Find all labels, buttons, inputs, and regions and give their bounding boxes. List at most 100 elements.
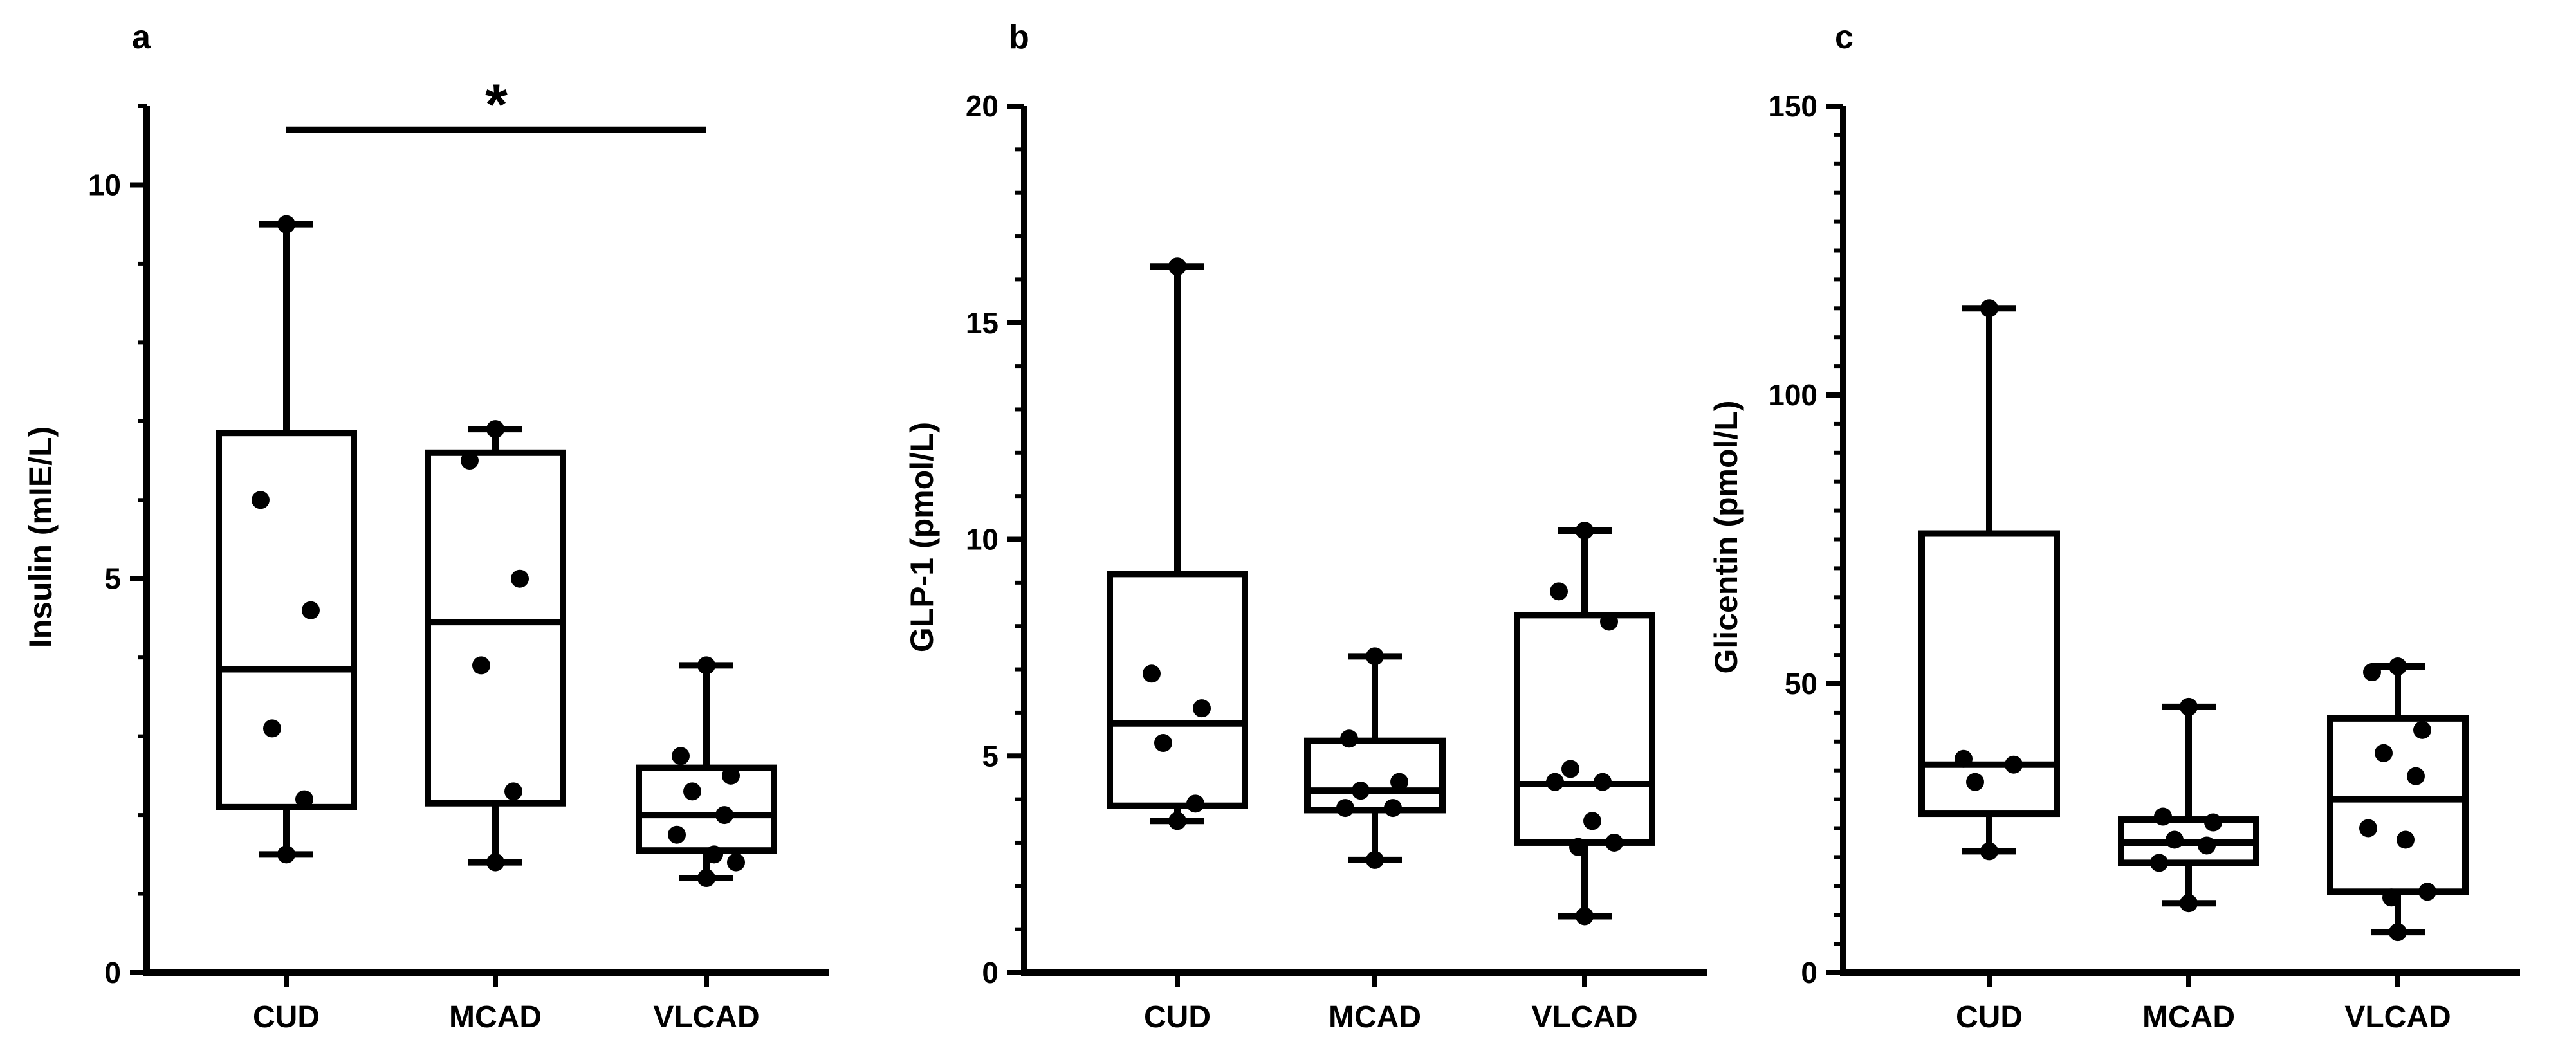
panel-a-vlcad-data-point	[668, 825, 686, 844]
panel-a-y-axis-title: Insulin (mIE/L)	[23, 426, 59, 648]
panel-c-vlcad-data-point	[2363, 663, 2381, 682]
panel-c-vlcad-data-point	[2418, 883, 2436, 901]
panel-c-cud-data-point	[1955, 749, 1973, 768]
panel-a-significance-star: *	[485, 73, 508, 138]
panel-b-y-axis-title: GLP-1 (pmol/L)	[904, 422, 940, 652]
panel-c-y-axis-title: Glicentin (pmol/L)	[1708, 401, 1744, 674]
panel-a-category-label: CUD	[253, 1000, 320, 1034]
panel-c-vlcad-data-point	[2375, 744, 2393, 762]
panel-c-mcad-data-point	[2166, 830, 2184, 849]
panel-c-cud-box	[1918, 530, 2060, 818]
panel-c-vlcad-data-point	[2413, 720, 2431, 739]
panel-c-y-tick-label: 50	[1785, 667, 1817, 700]
panel-a-cud-data-point	[263, 719, 281, 738]
panel-c-vlcad-data-point	[2382, 888, 2400, 907]
panel-b-letter: b	[1009, 19, 1029, 56]
panel-a-y-tick-label: 10	[88, 168, 121, 201]
panel-c-mcad-data-point	[2204, 813, 2222, 832]
panel-a-vlcad-data-point	[715, 806, 733, 825]
panel-a-category-label: MCAD	[449, 1000, 542, 1034]
panel-a-cud-data-point	[252, 491, 270, 509]
panel-c-vlcad-data-point	[2389, 923, 2407, 942]
panel-c-mcad-data-point	[2180, 894, 2198, 913]
panel-a-vlcad-data-point	[683, 782, 701, 801]
panel-b-cud-data-point	[1168, 257, 1186, 276]
panel-c-vlcad-data-point	[2407, 767, 2425, 785]
panel-b-mcad-data-point	[1390, 773, 1408, 791]
panel-c-mcad-data-point	[2180, 697, 2198, 716]
panel-a-mcad-data-point	[486, 420, 504, 439]
panel-c-mcad-data-point	[2150, 854, 2168, 872]
panel-a-cud-data-point	[277, 845, 295, 864]
panel-c-cud-data-point	[1966, 773, 1984, 791]
panel-b-vlcad-data-point	[1550, 582, 1568, 601]
panel-b-category-label: VLCAD	[1531, 1000, 1637, 1034]
panel-c-vlcad-data-point	[2359, 819, 2377, 838]
panel-c-y-tick-label: 0	[1801, 956, 1817, 989]
panel-b-vlcad-data-point	[1561, 760, 1579, 778]
panel-c-vlcad-data-point	[2397, 830, 2415, 849]
panel-a-mcad-box	[425, 449, 566, 807]
panel-b-mcad-data-point	[1384, 799, 1402, 818]
panel-b-mcad-data-point	[1366, 647, 1384, 666]
panel-a-mcad-data-point	[472, 656, 490, 675]
panel-b-category-label: CUD	[1144, 1000, 1211, 1034]
panel-b-vlcad-data-point	[1594, 773, 1612, 791]
panel-a-y-tick-label: 0	[104, 956, 121, 989]
panel-b-vlcad-data-point	[1605, 833, 1623, 852]
panel-b-plot: 0 5 10 15 20 CUD MCAD VLCAD	[966, 89, 1707, 1034]
panel-b-y-tick-label: 0	[982, 956, 998, 989]
panel-a-vlcad-data-point	[727, 853, 745, 872]
panel-a-cud-data-point	[302, 601, 320, 619]
panel-b-y-tick-label: 15	[966, 306, 998, 340]
panel-b-cud-data-point	[1143, 664, 1161, 683]
panel-b-cud-data-point	[1193, 699, 1211, 718]
panel-b-vlcad-data-point	[1583, 812, 1601, 830]
panel-b-y-tick-label: 10	[966, 523, 998, 556]
panel-c-vlcad-data-point	[2389, 657, 2407, 676]
panel-a-cud-data-point	[295, 790, 313, 809]
panel-b-mcad-data-point	[1352, 782, 1370, 800]
panel-b-vlcad-data-point	[1546, 773, 1564, 791]
panel-a-mcad-data-point	[511, 569, 529, 588]
panel-c-category-label: VLCAD	[2344, 1000, 2451, 1034]
panel-a-plot: 0 5 10 CUD MCAD VLCAD *	[88, 73, 829, 1034]
panel-a-vlcad-data-point	[697, 869, 715, 888]
panel-c-y-tick-label: 100	[1768, 378, 1817, 412]
panel-a-letter: a	[132, 19, 151, 56]
panel-a-cud-data-point	[277, 215, 295, 233]
panel-a-vlcad-data-point	[697, 656, 715, 675]
panel-b-mcad-data-point	[1366, 850, 1384, 869]
panel-b-cud-box	[1107, 571, 1248, 809]
panel-a-vlcad-data-point	[705, 845, 723, 864]
panel-b-cud-data-point	[1186, 794, 1204, 813]
panel-a-mcad-data-point	[461, 452, 479, 470]
panel-c-cud-data-point	[1980, 299, 1998, 318]
panel-a-mcad-data-point	[504, 782, 522, 801]
panel-a-category-label: VLCAD	[653, 1000, 759, 1034]
panel-c-letter: c	[1835, 19, 1854, 56]
panel-c-y-tick-label: 150	[1768, 89, 1817, 123]
panel-b-cud-data-point	[1154, 734, 1172, 753]
panel-a-y-tick-label: 5	[104, 562, 121, 596]
panel-c-cud-data-point	[2005, 755, 2023, 774]
panel-b-category-label: MCAD	[1329, 1000, 1421, 1034]
panel-c-category-label: MCAD	[2142, 1000, 2235, 1034]
panel-b-cud-data-point	[1168, 812, 1186, 830]
panel-b-y-tick-label: 20	[966, 89, 998, 123]
panel-c-mcad-data-point	[2198, 836, 2216, 855]
panel-b-y-tick-label: 5	[982, 739, 998, 773]
panel-c-category-label: CUD	[1956, 1000, 2023, 1034]
panel-b-vlcad-data-point	[1576, 522, 1594, 540]
panel-c-plot: 0 50 100 150 CUD MCAD VLCAD	[1768, 89, 2520, 1034]
panel-a-mcad-data-point	[486, 853, 504, 872]
panel-b-mcad-data-point	[1336, 799, 1354, 818]
panel-b-mcad-box	[1304, 737, 1446, 814]
panel-c-mcad-data-point	[2154, 807, 2172, 826]
panel-a-vlcad-data-point	[722, 766, 740, 785]
panel-c-cud-data-point	[1980, 842, 1998, 861]
panel-b-vlcad-data-point	[1576, 907, 1594, 926]
panel-b-vlcad-data-point	[1600, 612, 1618, 631]
panel-a-cud-box	[216, 430, 357, 810]
